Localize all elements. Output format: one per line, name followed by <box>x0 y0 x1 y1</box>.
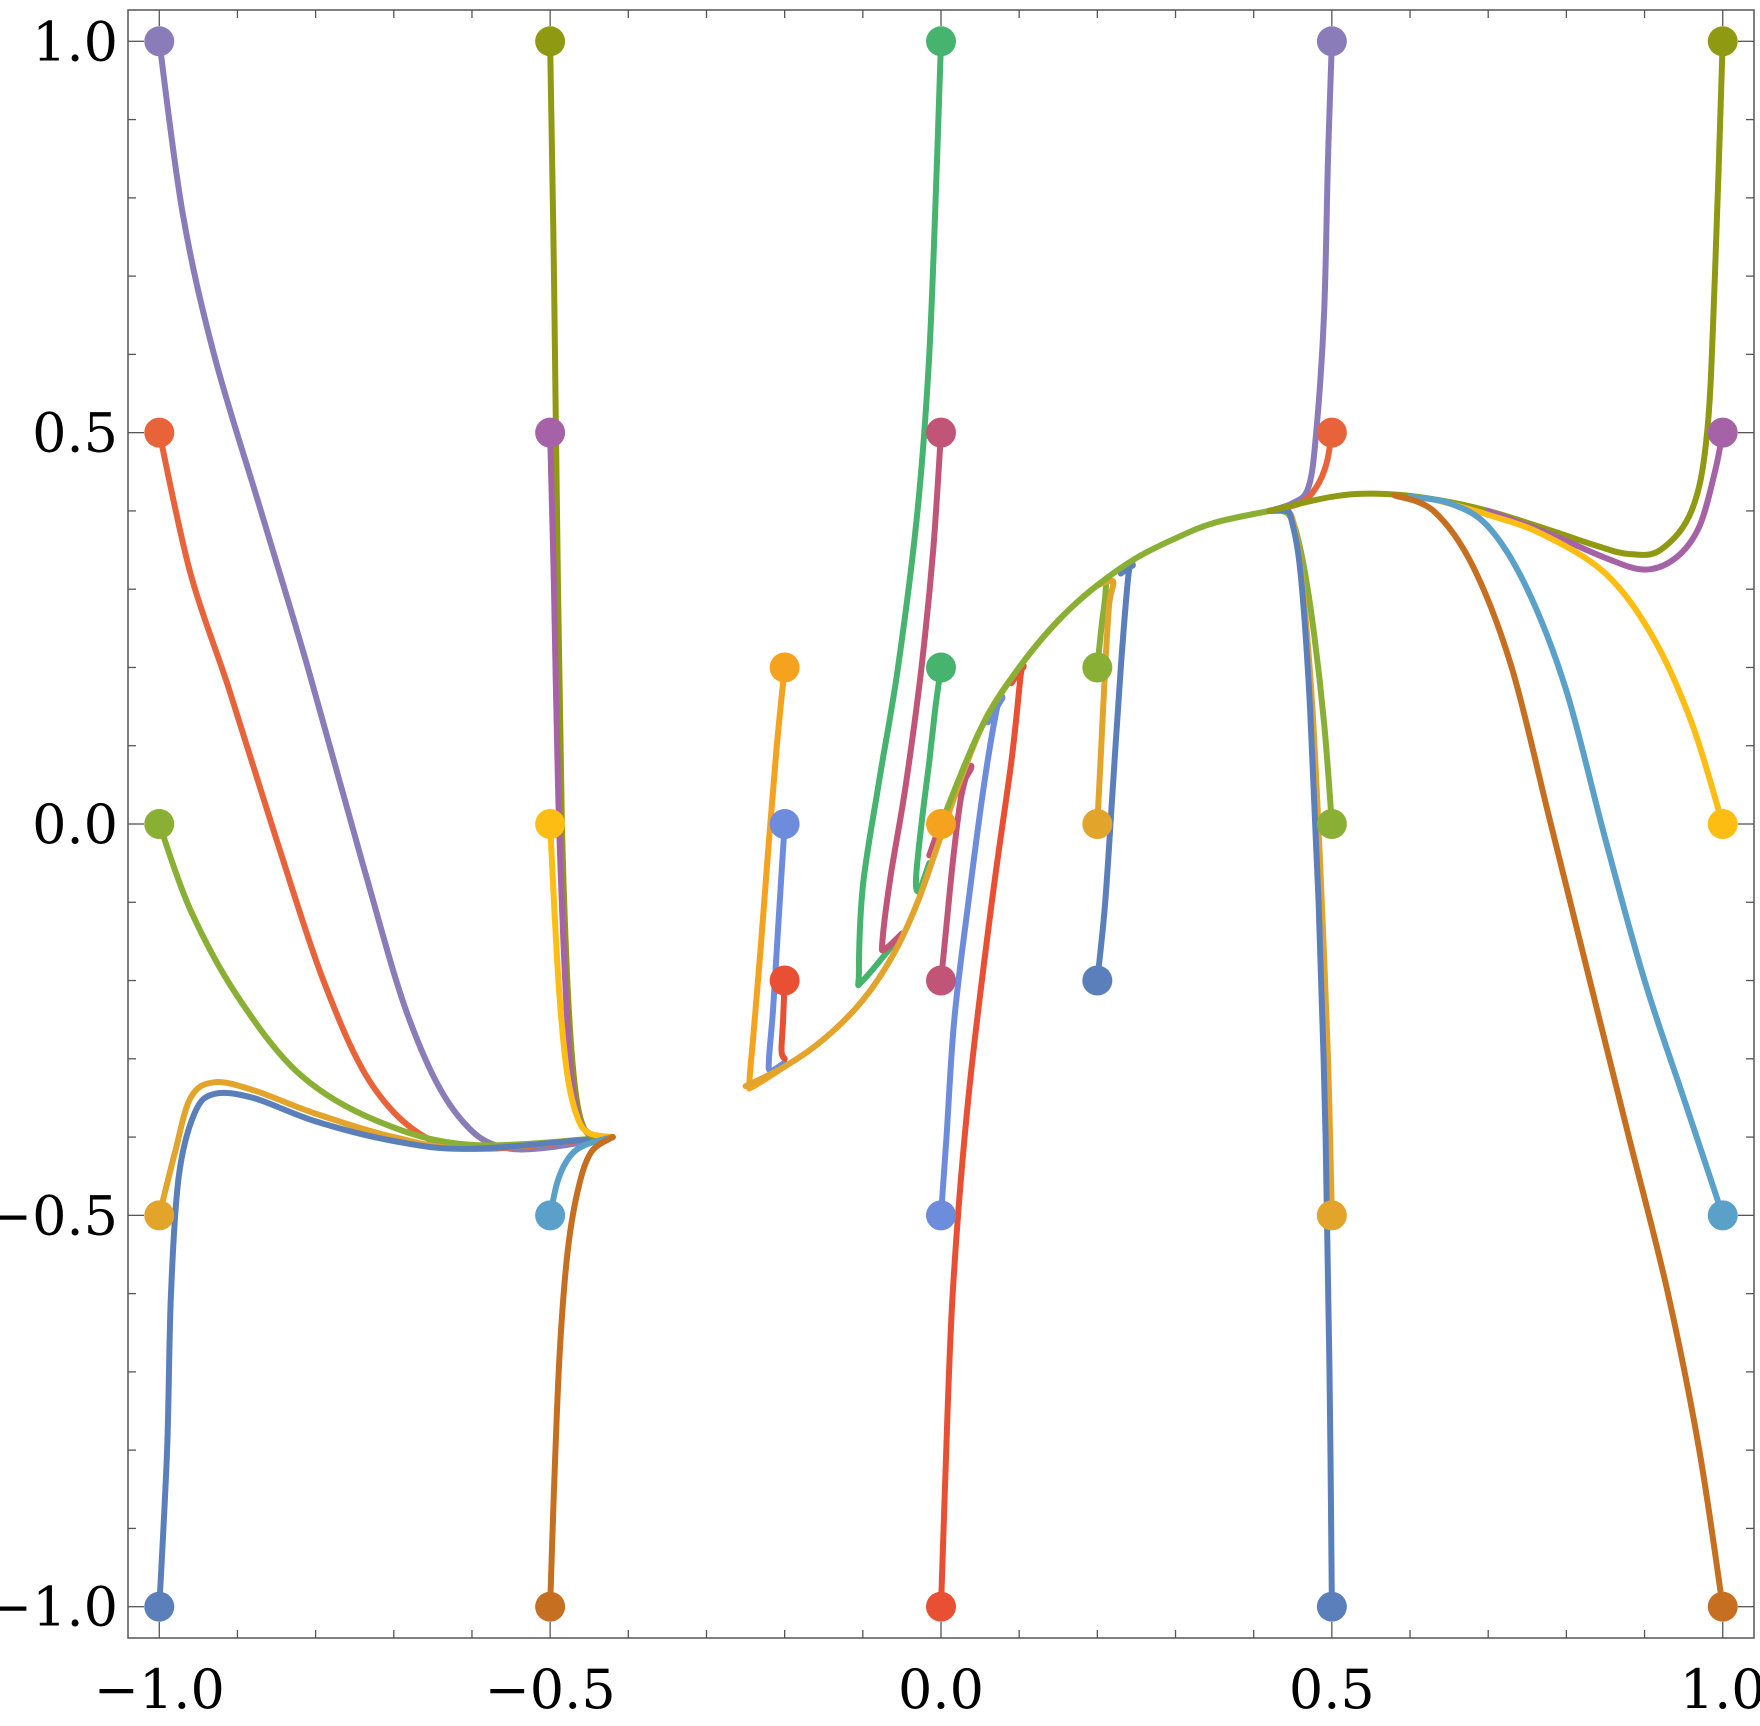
initial-point-18 <box>926 965 956 996</box>
initial-point-2 <box>144 417 175 448</box>
trajectory-lines <box>156 38 1726 1610</box>
x-tick-labels: −1.0 −0.5 0.0 0.5 1.0 <box>94 1658 1760 1721</box>
x-tick-label: 0.0 <box>898 1658 984 1721</box>
trajectory-line-1 <box>156 38 616 1153</box>
initial-point-28 <box>1316 1591 1347 1622</box>
initial-point-24 <box>1316 26 1347 57</box>
initial-point-23 <box>1082 965 1113 996</box>
initial-point-7 <box>535 417 566 448</box>
trajectory-line-34 <box>1391 492 1726 1610</box>
trajectory-line-31 <box>1485 429 1726 573</box>
trajectory-line-12 <box>765 821 788 1074</box>
trajectory-line-5 <box>156 1089 616 1610</box>
initial-point-32 <box>1707 1200 1738 1231</box>
initial-point-14 <box>926 26 956 57</box>
initial-point-31 <box>1707 809 1738 839</box>
x-tick-label: 1.0 <box>1680 1658 1760 1721</box>
y-tick-label: 0.0 <box>32 793 118 856</box>
initial-point-6 <box>535 26 566 57</box>
trajectory-line-24 <box>938 507 1273 827</box>
initial-point-33 <box>1707 1591 1738 1622</box>
initial-point-21 <box>1082 652 1113 683</box>
initial-point-27 <box>1316 1200 1347 1231</box>
x-tick-label: −0.5 <box>485 1658 616 1721</box>
trajectory-line-19 <box>938 662 1027 1610</box>
trajectory-line-33 <box>1407 493 1726 1219</box>
trajectory-line-18 <box>938 693 1006 1219</box>
trajectory-line-15 <box>878 429 944 954</box>
initial-point-29 <box>1707 26 1738 57</box>
minor-ticks <box>128 10 1754 1638</box>
y-tick-label: −0.5 <box>0 1184 118 1247</box>
initial-point-15 <box>926 417 956 448</box>
trajectory-line-2 <box>156 429 616 1152</box>
trajectory-line-10 <box>547 1134 616 1610</box>
initial-point-25 <box>1316 417 1347 448</box>
trajectory-line-11 <box>746 664 788 1092</box>
trajectory-line-3 <box>156 821 616 1149</box>
initial-point-13 <box>769 965 800 996</box>
trajectory-line-14 <box>855 38 944 989</box>
x-tick-label: 0.5 <box>1289 1658 1375 1721</box>
initial-point-9 <box>535 1200 566 1231</box>
y-tick-labels: 1.0 0.5 0.0 −0.5 −1.0 <box>0 10 118 1638</box>
initial-point-12 <box>769 809 800 839</box>
trajectory-line-29 <box>1266 507 1335 1610</box>
initial-point-20 <box>926 1591 956 1622</box>
x-tick-label: −1.0 <box>94 1658 225 1721</box>
y-tick-label: −1.0 <box>0 1576 118 1639</box>
initial-point-11 <box>769 652 800 683</box>
initial-point-8 <box>535 809 566 839</box>
trajectory-line-9 <box>547 1134 616 1219</box>
initial-point-19 <box>926 1200 956 1231</box>
initial-point-16 <box>926 652 956 683</box>
initial-point-10 <box>535 1591 566 1622</box>
initial-point-4 <box>144 1200 175 1231</box>
initial-point-3 <box>144 809 175 839</box>
y-tick-label: 0.5 <box>32 402 118 465</box>
trajectory-line-20 <box>742 578 1116 1090</box>
initial-point-5 <box>144 1591 175 1622</box>
trajectory-line-30 <box>1266 38 1726 558</box>
initial-point-22 <box>1082 809 1113 839</box>
initial-point-30 <box>1707 417 1738 448</box>
y-tick-label: 1.0 <box>32 10 118 73</box>
trajectory-line-23 <box>1094 560 1136 984</box>
trajectory-line-22 <box>1094 577 1117 827</box>
trajectory-line-8 <box>547 821 616 1141</box>
initial-point-1 <box>144 26 175 57</box>
major-ticks <box>128 10 1754 1638</box>
initial-points <box>144 26 1738 1622</box>
trajectory-line-32 <box>1430 496 1726 827</box>
initial-point-17 <box>926 809 956 839</box>
trajectory-line-13 <box>778 977 788 1062</box>
initial-point-26 <box>1316 809 1347 839</box>
